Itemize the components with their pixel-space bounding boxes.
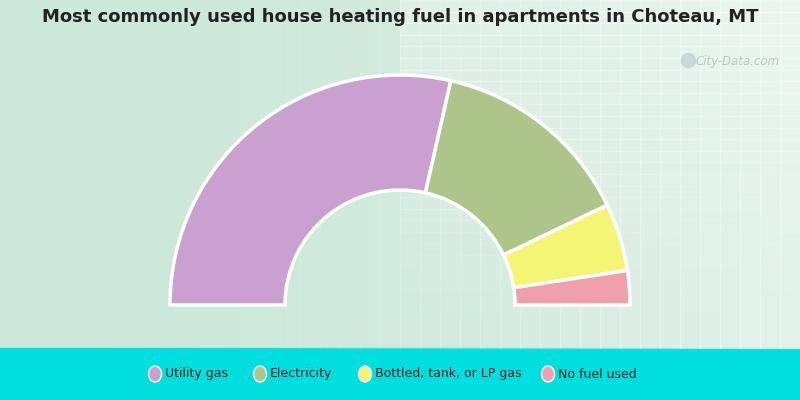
Ellipse shape [542,366,554,382]
Bar [260,0,280,348]
Text: Electricity: Electricity [270,368,332,380]
Bar [400,255,800,267]
Ellipse shape [358,366,371,382]
Bar [460,0,480,348]
Bar [540,0,560,348]
Bar [760,0,780,348]
Bar [400,162,800,174]
Bar [400,151,800,162]
Bar [400,81,800,93]
Bar [400,186,800,197]
Text: Most commonly used house heating fuel in apartments in Choteau, MT: Most commonly used house heating fuel in… [42,8,758,26]
Wedge shape [514,270,630,305]
Bar [40,0,60,348]
Bar [400,23,800,35]
Bar [400,290,800,302]
Bar [680,0,700,348]
Bar [140,0,160,348]
Bar [720,0,740,348]
Bar [580,0,600,348]
Bar [400,0,420,348]
Bar [0,0,800,348]
Bar [400,70,800,81]
Text: City-Data.com: City-Data.com [695,56,779,68]
Bar [400,93,800,104]
Bar [120,0,140,348]
Bar [400,220,800,232]
Bar [400,302,800,313]
Bar [360,0,380,348]
Bar [320,0,340,348]
Bar [660,0,680,348]
Text: No fuel used: No fuel used [558,368,637,380]
Bar [300,0,320,348]
Bar [740,0,760,348]
Bar [400,232,800,244]
Text: Bottled, tank, or LP gas: Bottled, tank, or LP gas [375,368,522,380]
Bar [380,0,400,348]
Bar [280,0,300,348]
Bar [0,348,800,400]
Bar [0,0,20,348]
Text: Utility gas: Utility gas [165,368,228,380]
Wedge shape [426,81,607,255]
Bar [780,0,800,348]
Bar [400,325,800,336]
Bar [400,35,800,46]
Bar [420,0,440,348]
Bar [700,0,720,348]
Wedge shape [503,205,627,288]
Bar [200,0,220,348]
Bar [520,0,540,348]
Bar [560,0,580,348]
Bar [400,46,800,58]
Bar [400,209,800,220]
Bar [500,0,520,348]
Ellipse shape [254,366,266,382]
Bar [400,12,800,23]
Bar [400,58,800,70]
Bar [400,244,800,255]
Bar [160,0,180,348]
Bar [400,313,800,325]
Bar [240,0,260,348]
Wedge shape [170,75,451,305]
Bar [340,0,360,348]
Bar [480,0,500,348]
Bar [440,0,460,348]
Bar [400,336,800,348]
Bar [400,278,800,290]
Bar [400,104,800,116]
Bar [600,0,620,348]
Bar [400,128,800,139]
Bar [20,0,40,348]
Bar [640,0,660,348]
Bar [400,197,800,209]
Ellipse shape [149,366,162,382]
Bar [60,0,80,348]
Bar [400,174,800,186]
Bar [400,267,800,278]
Bar [620,0,640,348]
Bar [220,0,240,348]
Bar [400,139,800,151]
Bar [180,0,200,348]
Bar [100,0,120,348]
Bar [400,0,800,12]
Bar [400,116,800,128]
Bar [80,0,100,348]
